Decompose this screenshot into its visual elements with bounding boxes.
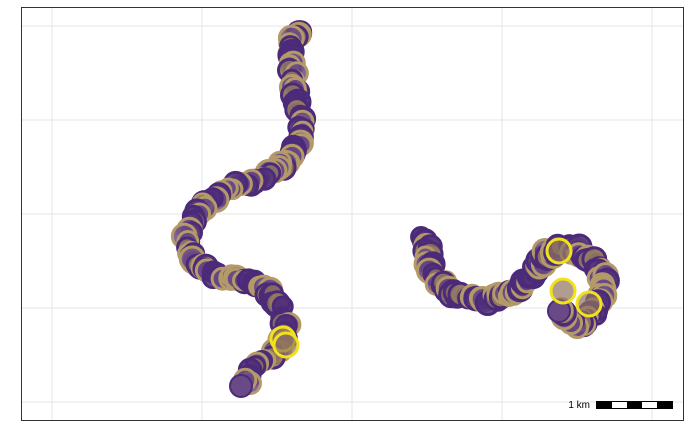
scale-bar-segment [642, 402, 657, 408]
scale-bar-segment [597, 402, 612, 408]
scale-bar: 1 km [568, 399, 673, 411]
scale-bar-segment [627, 402, 642, 408]
map-canvas[interactable] [22, 8, 684, 421]
scale-bar-label: 1 km [568, 399, 590, 411]
highlighted-point-marker[interactable] [545, 237, 573, 265]
track-point-marker[interactable] [229, 374, 253, 398]
highlighted-point-marker[interactable] [575, 290, 603, 318]
scale-bar-segments [596, 401, 673, 409]
right-track[interactable] [410, 226, 620, 340]
left-track[interactable] [170, 20, 317, 398]
highlighted-point-marker[interactable] [272, 331, 300, 359]
scale-bar-segment [612, 402, 627, 408]
highlighted-point-marker[interactable] [549, 277, 577, 305]
scale-bar-segment [657, 402, 672, 408]
map-panel[interactable]: 1 km [21, 7, 684, 421]
